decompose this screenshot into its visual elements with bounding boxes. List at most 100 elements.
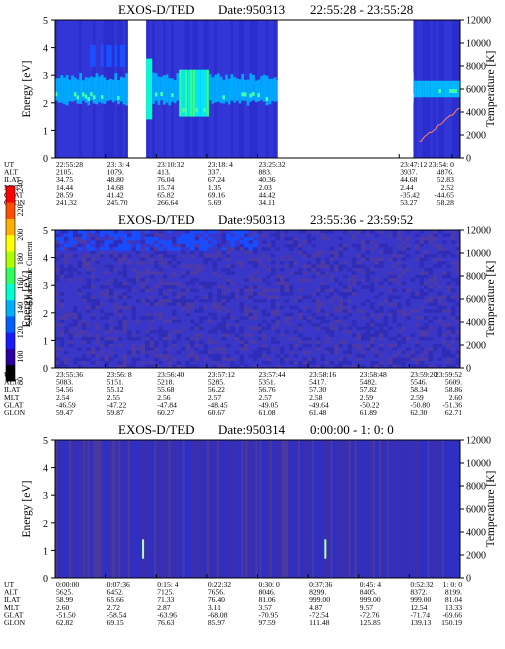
spectrogram-cell (415, 236, 420, 241)
spectrogram-cell (446, 243, 452, 248)
spectrogram-cell (293, 295, 299, 300)
spectrogram-cell (289, 316, 294, 321)
spectrogram-cell (248, 288, 254, 293)
spectrogram-cell (145, 247, 150, 252)
orbit-value: 41.42 (107, 190, 124, 199)
spectrogram-cell (433, 295, 438, 300)
orbit-value: 7656. (208, 588, 225, 597)
spectrogram-cell (455, 274, 460, 279)
spectrogram-cell (316, 233, 321, 238)
spectrogram-cell (109, 230, 114, 234)
spectrogram-cell (370, 247, 375, 252)
orbit-value: 58.34 (410, 385, 427, 394)
spectrogram-cell (109, 264, 114, 269)
spectrogram-cell (311, 326, 317, 331)
spectrogram-cell (230, 361, 236, 366)
spectrogram-cell (424, 343, 429, 348)
spectrogram-cell (244, 309, 249, 314)
spectrogram-cell (181, 236, 186, 241)
spectrogram-cell (316, 247, 321, 252)
spectrogram-cell (415, 333, 420, 338)
spectrogram-cell (109, 299, 114, 303)
spectrogram-band (257, 79, 261, 102)
spectrogram-cell (289, 230, 294, 234)
spectrogram-cell (257, 250, 263, 255)
spectrogram-cell (113, 354, 119, 359)
spectrogram-cell (212, 316, 218, 321)
spectrogram-cell (217, 295, 222, 300)
spectrogram-cell (437, 312, 443, 317)
spectrogram-cell (266, 323, 272, 328)
spectrogram-cell (136, 330, 141, 334)
spectrogram-cell (172, 254, 177, 259)
spectrogram-cell (64, 274, 69, 279)
spectrogram-cell (433, 347, 438, 352)
spectrogram-cell (329, 230, 335, 234)
orbit-value: 61.08 (259, 408, 276, 417)
spectrogram-cell (109, 354, 114, 359)
spectrogram-cell (145, 257, 150, 262)
spectrogram-cell (212, 343, 218, 348)
spectrogram-cell (455, 254, 460, 259)
spectrogram-cell (293, 336, 299, 341)
spectrogram-cell (424, 299, 429, 303)
spectrogram-cell (365, 326, 371, 331)
spectrogram-cell (428, 281, 434, 286)
spectrogram-cell (356, 357, 362, 362)
spectrogram-cell (370, 257, 375, 262)
spectrogram-cell (455, 357, 460, 362)
spectrogram-cell (455, 233, 460, 238)
spectrogram-cell (199, 333, 204, 338)
y2-tick-label: 0 (466, 154, 471, 165)
spectrogram-cell (271, 357, 276, 362)
spectrogram-cell (194, 261, 200, 265)
spectrogram-cell (442, 330, 447, 334)
spectrogram-cell (298, 350, 303, 355)
spectrogram-cell (100, 323, 105, 328)
spectrogram-column (162, 440, 165, 578)
spectrogram-cell (203, 254, 209, 259)
spectrogram-cell (334, 281, 339, 286)
spectrogram-cell (118, 236, 123, 241)
spectrogram-cell (374, 264, 380, 269)
spectrogram-cell (392, 333, 398, 338)
spectrogram-column (227, 440, 230, 578)
spectrogram-cell (95, 288, 101, 293)
spectrogram-cell (379, 323, 384, 328)
spectrogram-cell (442, 323, 447, 328)
spectrogram-cell (239, 336, 245, 341)
spectrogram-cell (392, 330, 398, 334)
spectrogram-cell (190, 354, 195, 359)
spectrogram-band (65, 75, 70, 106)
spectrogram-cell (239, 250, 245, 255)
spectrogram-cell (442, 271, 447, 276)
spectrogram-cell (248, 261, 254, 265)
spectrogram-cell (248, 254, 254, 259)
y-tick-label: 0 (43, 574, 48, 585)
spectrogram-cell (289, 354, 294, 359)
spectrogram-column (239, 440, 242, 578)
spectrogram-column (73, 440, 76, 578)
spectrogram-cell (59, 309, 65, 314)
spectrogram-cell (230, 299, 236, 303)
orbit-row-label: GLAT (4, 400, 24, 409)
spectrogram-cell (145, 285, 150, 290)
spectrogram-cell (379, 309, 384, 314)
spectrogram-cell (442, 247, 447, 252)
spectrogram-cell (415, 350, 420, 355)
spectrogram-cell (230, 278, 236, 283)
spectrogram-cell (185, 292, 191, 297)
spectrogram-cell (325, 330, 330, 334)
spectrogram-cell (307, 250, 312, 255)
spectrogram-band-core (100, 95, 105, 100)
spectrogram-cell (397, 336, 402, 341)
spectrogram-cell (343, 264, 348, 269)
spectrogram-cell (95, 326, 101, 331)
spectrogram-cell (149, 250, 155, 255)
spectrogram-cell (415, 243, 420, 248)
spectrogram-cell (248, 347, 254, 352)
spectrogram-cell (244, 281, 249, 286)
spectrogram-cell (122, 312, 128, 317)
spectrogram-cell (275, 267, 281, 272)
spectrogram-cell (284, 250, 290, 255)
